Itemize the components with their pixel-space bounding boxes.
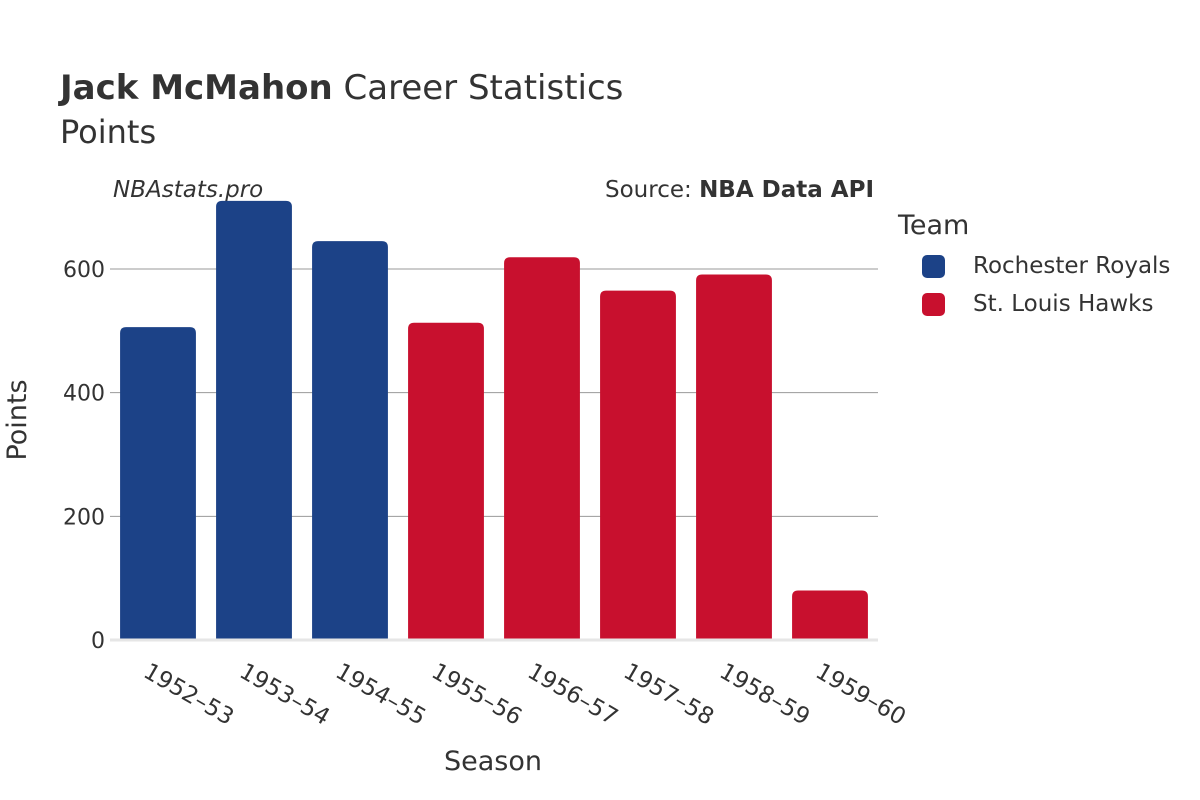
y-axis-title: Points (2, 379, 33, 460)
x-tick-label-1953–54: 1953–54 (235, 659, 334, 731)
x-tick-label-1956–57: 1956–57 (523, 659, 622, 731)
x-axis-title: Season (444, 746, 542, 777)
legend-swatch-rochester-royals (922, 254, 945, 278)
x-tick-label-1959–60: 1959–60 (811, 659, 910, 731)
bars (120, 200, 868, 641)
x-tick-label-1952–53: 1952–53 (139, 659, 238, 731)
chart-title: Jack McMahon Career Statistics (60, 68, 623, 108)
source-prefix: Source: (605, 177, 700, 203)
chart-title-player: Jack McMahon (60, 68, 333, 108)
bar-1958–59-st-louis-hawks[interactable] (696, 274, 772, 640)
x-tick-label-1958–59: 1958–59 (715, 659, 814, 731)
y-tick-label-400: 400 (63, 382, 105, 407)
chart-subtitle: Points (60, 113, 157, 151)
x-tick-label-1954–55: 1954–55 (331, 659, 430, 731)
watermark: NBAstats.pro (113, 177, 264, 203)
chart-title-rest: Career Statistics (332, 68, 624, 108)
source-credit: Source: NBA Data API (605, 177, 874, 203)
bar-1955–56-st-louis-hawks[interactable] (408, 322, 484, 640)
bar-1959–60-st-louis-hawks[interactable] (792, 590, 868, 640)
x-tick-label-1955–56: 1955–56 (427, 659, 526, 731)
y-tick-labels: 0 200 400 600 (63, 258, 105, 654)
bar-1957–58-st-louis-hawks[interactable] (600, 290, 676, 640)
legend-swatch-st-louis-hawks (922, 292, 945, 316)
bar-1956–57-st-louis-hawks[interactable] (504, 257, 580, 640)
legend-label-rochester-royals: Rochester Royals (973, 253, 1171, 279)
legend-item-rochester-royals[interactable]: Rochester Royals (922, 251, 1170, 281)
y-tick-label-200: 200 (63, 505, 105, 530)
source-name: NBA Data API (699, 177, 874, 203)
bar-1953–54-rochester-royals[interactable] (216, 200, 292, 640)
legend-title: Team (898, 210, 970, 241)
y-tick-label-600: 600 (63, 258, 105, 283)
x-tick-labels: 1952–531953–541954–551955–561956–571957–… (139, 659, 910, 731)
legend-label-st-louis-hawks: St. Louis Hawks (973, 291, 1154, 317)
x-tick-label-1957–58: 1957–58 (619, 659, 718, 731)
y-tick-label-0: 0 (91, 629, 105, 654)
bar-1952–53-rochester-royals[interactable] (120, 327, 196, 640)
bar-1954–55-rochester-royals[interactable] (312, 241, 388, 641)
legend-item-st-louis-hawks[interactable]: St. Louis Hawks (922, 289, 1154, 319)
